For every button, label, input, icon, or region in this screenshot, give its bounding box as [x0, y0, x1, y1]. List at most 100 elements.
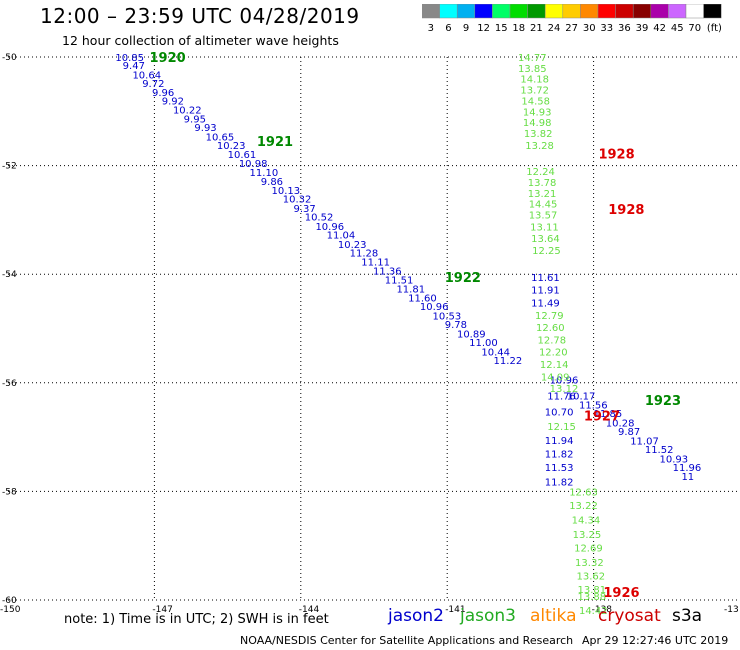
data-point-jason3: 13.88 [577, 592, 606, 603]
data-point-jason2: 11.85 [594, 409, 623, 420]
data-point-jason2: 10.98 [239, 159, 268, 170]
data-point-jason3: 13.64 [531, 234, 560, 245]
data-point-jason2: 11.94 [545, 436, 574, 447]
time-label: 1928 [598, 148, 634, 163]
data-point-jason2: 11 [681, 472, 694, 483]
data-point-jason3: 12.60 [536, 323, 565, 334]
data-point-jason2: 10.96 [420, 302, 449, 313]
data-point-jason3: 12.25 [532, 246, 561, 257]
time-label: 1922 [445, 271, 481, 286]
data-point-jason2: 9.87 [618, 427, 640, 438]
data-point-jason2: 11.07 [630, 436, 659, 447]
data-point-jason2: 11.76 [547, 391, 576, 402]
data-point-jason2: 10.22 [173, 106, 202, 117]
data-point-jason2: 9.86 [261, 177, 283, 188]
data-point-jason2: 11.51 [385, 276, 414, 287]
data-point-jason2: 10.28 [606, 418, 635, 429]
data-point-jason2: 10.85 [115, 53, 144, 64]
data-point-jason2: 11.22 [494, 356, 523, 367]
scale-label: 30 [583, 23, 596, 34]
data-point-jason2: 10.70 [545, 408, 574, 419]
data-point-jason2: 10.89 [457, 329, 486, 340]
data-point-jason2: 10.65 [206, 132, 235, 143]
data-point-jason3: 12.20 [539, 347, 568, 358]
time-label: 1920 [150, 51, 186, 66]
data-point-jason2: 10.17 [567, 391, 596, 402]
time-label: 1927 [584, 409, 620, 424]
data-point-jason2: 11.56 [579, 401, 608, 412]
wave-height-chart: -50 -52 -54 -56 -58 -60-150 -147 -144 -141 -138 -1… [0, 51, 740, 617]
page-title: 12:00 – 23:59 UTC 04/28/2019 [40, 4, 360, 28]
data-point-jason3: 12.24 [526, 167, 555, 178]
x-tick-label: -141 [445, 605, 465, 615]
scale-swatch [703, 4, 722, 19]
color-scale-legend: 3 6 9 12 15 18 21 24 27 30 33 36 39 42 45 70 (ft) [422, 4, 722, 34]
data-point-jason3: 13.62 [577, 572, 606, 583]
data-point-jason3: 12.15 [547, 422, 576, 433]
time-label: 1923 [645, 394, 681, 409]
data-point-jason2: 9.72 [142, 79, 164, 90]
data-point-jason2: 11.36 [373, 266, 402, 277]
satellite-s3a: s3a [672, 606, 703, 626]
data-point-jason2: 9.78 [445, 320, 467, 331]
data-point-jason2: 10.96 [550, 376, 579, 387]
satellite-jason3: jason3 [460, 606, 516, 626]
data-point-jason3: 14.45 [529, 200, 558, 211]
data-point-jason2: 11.00 [469, 338, 498, 349]
y-tick-label: -58 [2, 487, 17, 497]
y-tick-label: -50 [2, 53, 17, 63]
data-point-jason2: 11.91 [531, 285, 560, 296]
data-point-jason2: 9.93 [194, 123, 216, 134]
data-point-jason3: 13.12 [550, 384, 579, 395]
data-point-jason3: 14.42 [579, 606, 608, 617]
x-tick-label: -147 [152, 605, 172, 615]
y-tick-label: -56 [2, 379, 17, 389]
x-tick-label: -138 [592, 605, 613, 615]
x-tick-label: -144 [299, 605, 320, 615]
footer-timestamp: Apr 29 12:27:46 UTC 2019 [582, 634, 729, 647]
data-point-jason2: 11.61 [531, 273, 560, 284]
scale-label: (ft) [707, 23, 722, 34]
data-point-jason3: 14.77 [518, 53, 547, 64]
data-point-jason2: 9.47 [123, 61, 145, 72]
data-point-jason3: 12.79 [535, 311, 564, 322]
data-point-jason2: 10.23 [217, 141, 246, 152]
scale-label: 42 [653, 23, 666, 34]
y-tick-label: -52 [2, 162, 17, 172]
data-point-jason3: 13.28 [525, 141, 554, 152]
time-label: 1921 [257, 135, 293, 150]
x-tick-label: -150 [0, 605, 21, 615]
scale-label: 70 [688, 23, 701, 34]
scale-label: 27 [565, 23, 578, 34]
footer-credit: NOAA/NESDIS Center for Satellite Applica… [240, 634, 574, 647]
data-point-jason2: 10.64 [132, 70, 161, 81]
data-point-jason3: 14.58 [521, 96, 550, 107]
data-point-jason3: 12.78 [537, 335, 566, 346]
data-point-jason3: 13.82 [524, 129, 553, 140]
data-point-jason3: 12.63 [569, 487, 598, 498]
data-point-jason2: 10.52 [305, 213, 334, 224]
data-point-jason2: 10.44 [481, 347, 510, 358]
scale-label: 18 [512, 23, 525, 34]
data-point-jason2: 10.13 [272, 186, 301, 197]
scale-label: 39 [636, 23, 649, 34]
scale-label: 24 [548, 23, 561, 34]
data-point-jason2: 10.53 [433, 311, 462, 322]
data-point-jason2: 11.82 [545, 478, 574, 489]
data-point-jason2: 10.93 [659, 454, 688, 465]
time-label: 1928 [608, 203, 644, 218]
data-point-jason3: 14.34 [572, 516, 601, 527]
data-point-jason2: 9.96 [152, 88, 174, 99]
scale-label: 33 [600, 23, 613, 34]
data-point-jason2: 9.95 [184, 114, 206, 125]
scale-label: 9 [463, 23, 469, 34]
data-point-jason3: 14.98 [523, 118, 552, 129]
y-tick-label: -60 [2, 596, 17, 606]
data-point-jason2: 11.81 [396, 284, 425, 295]
scale-label: 15 [495, 23, 508, 34]
data-point-jason3: 13.81 [577, 585, 606, 596]
data-point-jason2: 11.04 [327, 231, 356, 242]
data-point-jason3: 14.09 [541, 372, 570, 383]
data-point-jason2: 9.92 [162, 96, 184, 107]
data-point-jason2: 11.53 [545, 463, 574, 474]
